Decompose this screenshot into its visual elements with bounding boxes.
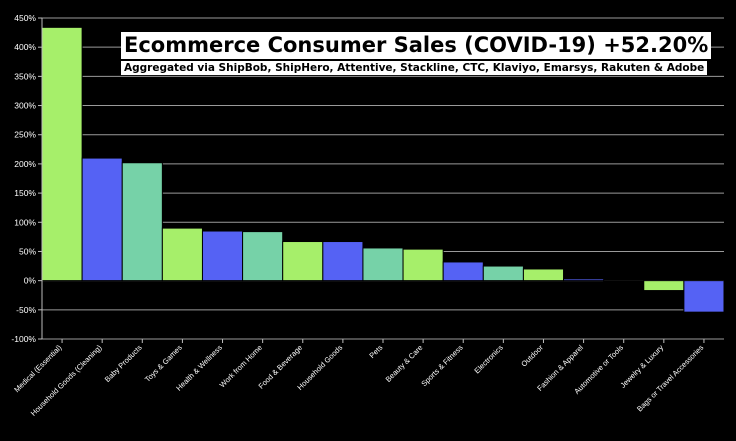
x-tick-label: Electronics	[472, 343, 504, 375]
y-tick-label: 200%	[14, 159, 36, 169]
y-tick-label: 400%	[14, 42, 36, 52]
bar	[161, 227, 203, 282]
y-tick-label: -50%	[16, 305, 36, 315]
bar	[522, 268, 565, 282]
bar	[683, 280, 725, 313]
y-tick-label: 50%	[19, 246, 36, 256]
bar	[41, 26, 83, 282]
y-tick-label: 0%	[24, 276, 37, 286]
x-tick-label: Pets	[367, 343, 384, 360]
x-tick-label: Toys & Games	[143, 343, 184, 384]
y-tick-label: 450%	[14, 13, 36, 23]
bar	[121, 162, 163, 282]
y-tick-label: -100%	[11, 334, 36, 344]
chart-title: Ecommerce Consumer Sales (COVID-19) +52.…	[121, 32, 712, 59]
bar	[81, 157, 123, 282]
bar	[242, 231, 284, 282]
bar	[482, 265, 524, 282]
x-tick-label: Household Goods (Cleaning)	[29, 343, 104, 418]
bar	[563, 278, 605, 282]
bar	[603, 280, 645, 283]
bar	[322, 241, 364, 282]
x-tick-label: Sports & Fitness	[419, 343, 464, 388]
x-tick-label: Beauty & Care	[384, 343, 425, 384]
x-tick-label: Bags or Travel Accessories	[635, 343, 706, 414]
chart-subtitle: Aggregated via ShipBob, ShipHero, Attent…	[121, 61, 708, 75]
bar	[282, 241, 324, 282]
y-tick-label: 150%	[14, 188, 36, 198]
bar	[643, 280, 685, 292]
x-tick-label: Outdoor	[519, 343, 545, 369]
y-tick-label: 300%	[14, 101, 36, 111]
bar	[442, 261, 484, 282]
bar	[362, 247, 404, 282]
y-tick-labels: -100% -50% 0% 50% 100% 150% 200% 250% 300% 350% 40…	[11, 13, 36, 344]
x-tick-label: Baby Products	[103, 343, 144, 384]
y-tick-label: 350%	[14, 71, 36, 81]
bars	[41, 26, 725, 313]
x-tick-labels: Medical (Essential)Household Goods (Clea…	[12, 343, 705, 418]
axes	[38, 17, 705, 343]
y-tick-label: 100%	[14, 217, 36, 227]
y-tick-label: 250%	[14, 130, 36, 140]
bar	[201, 230, 244, 282]
bar	[402, 248, 444, 282]
